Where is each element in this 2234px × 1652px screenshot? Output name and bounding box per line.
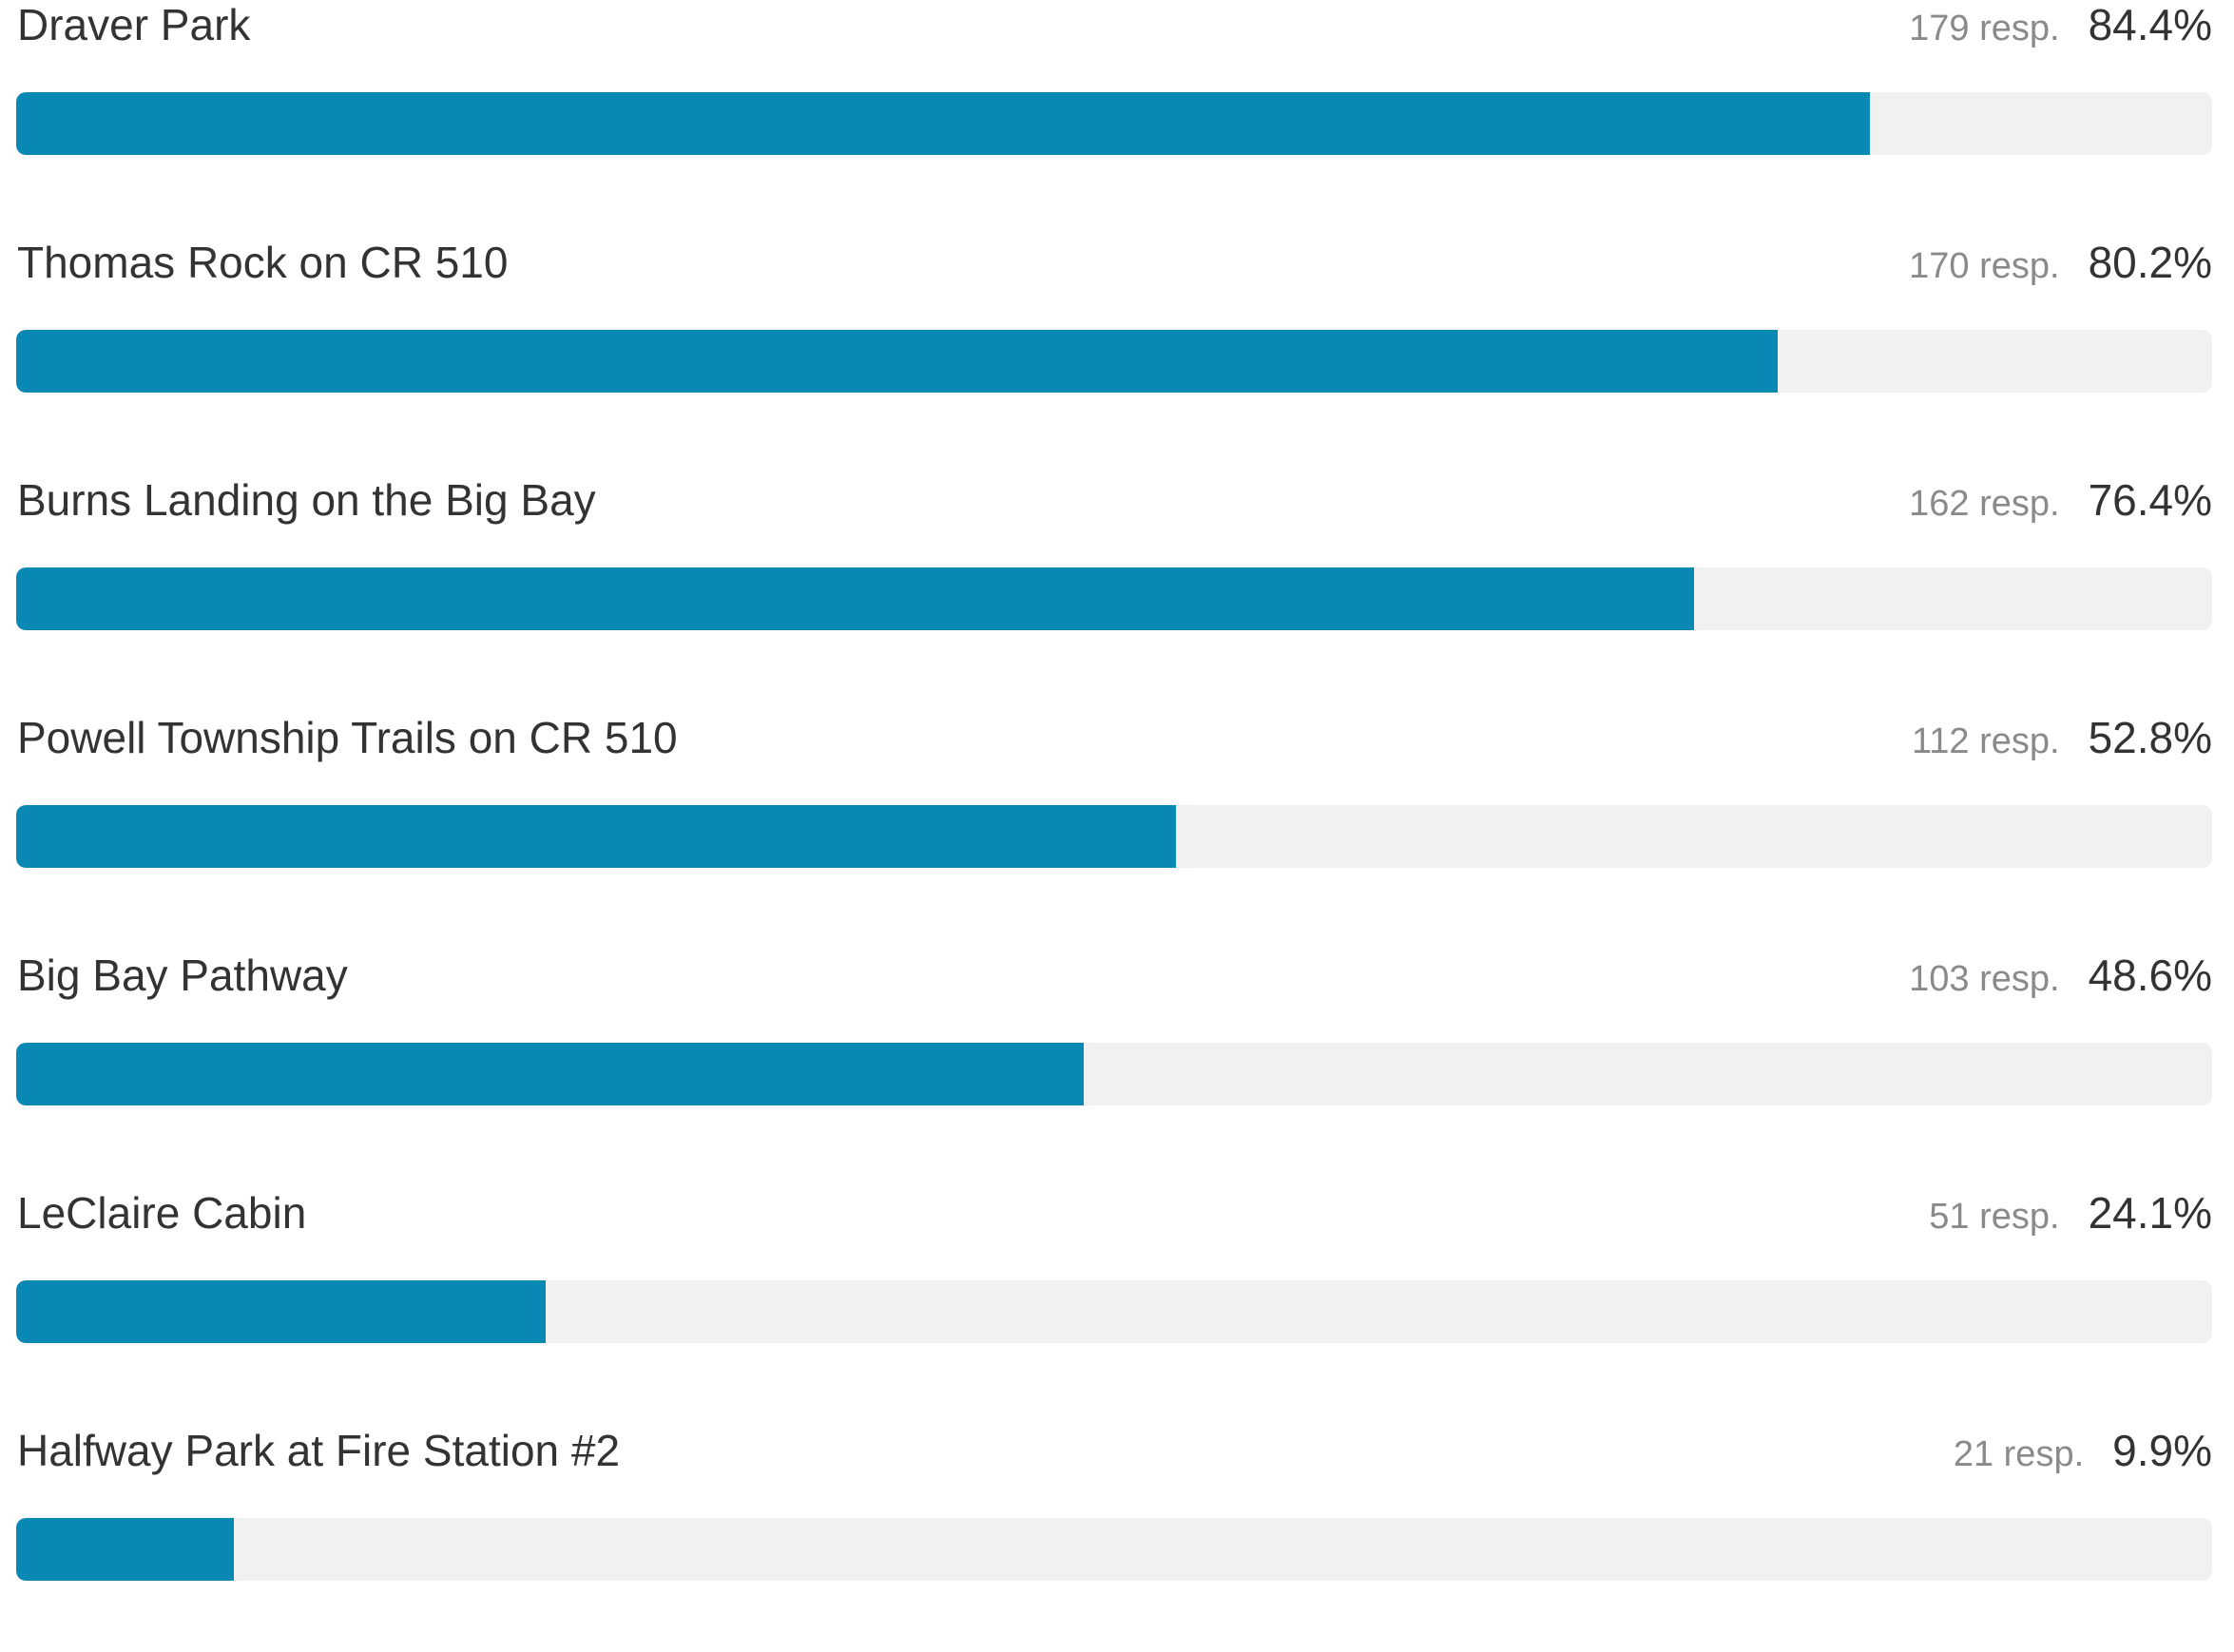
bar-fill xyxy=(16,567,1694,630)
bar-fill xyxy=(16,1280,546,1343)
percent-value: 9.9% xyxy=(2112,1426,2212,1475)
bar-row: Thomas Rock on CR 510 170 resp. 80.2% xyxy=(16,236,2212,464)
response-count: 162 resp. xyxy=(1909,484,2060,524)
bar-label: LeClaire Cabin xyxy=(17,1188,307,1238)
bar-label: Powell Township Trails on CR 510 xyxy=(17,713,678,762)
bar-row: LeClaire Cabin 51 resp. 24.1% xyxy=(16,1186,2212,1414)
percent-value: 84.4% xyxy=(2088,0,2212,49)
bar-track xyxy=(16,330,2212,393)
bar-track xyxy=(16,1043,2212,1105)
bar-track xyxy=(16,805,2212,868)
bar-label: Halfway Park at Fire Station #2 xyxy=(17,1426,621,1475)
bar-row: Draver Park 179 resp. 84.4% xyxy=(16,0,2212,226)
bar-stats: 112 resp. 52.8% xyxy=(1912,711,2212,776)
bar-track xyxy=(16,567,2212,630)
bar-row: Burns Landing on the Big Bay 162 resp. 76.… xyxy=(16,473,2212,701)
bar-track xyxy=(16,1518,2212,1581)
bar-stats: 51 resp. 24.1% xyxy=(1929,1186,2212,1251)
bar-label: Thomas Rock on CR 510 xyxy=(17,238,509,287)
bar-row: Halfway Park at Fire Station #2 21 resp. 9… xyxy=(16,1424,2212,1652)
bar-label: Draver Park xyxy=(17,0,251,49)
bar-row: Powell Township Trails on CR 510 112 resp… xyxy=(16,711,2212,939)
percent-value: 24.1% xyxy=(2088,1188,2212,1238)
bar-fill xyxy=(16,805,1176,868)
bar-fill xyxy=(16,92,1870,155)
bar-stats: 170 resp. 80.2% xyxy=(1909,236,2212,300)
bar-stats: 162 resp. 76.4% xyxy=(1909,473,2212,538)
response-bar-chart: Draver Park 179 resp. 84.4% Thomas Rock on … xyxy=(16,0,2212,1581)
percent-value: 48.6% xyxy=(2088,951,2212,1000)
response-count: 21 resp. xyxy=(1953,1434,2085,1474)
response-count: 170 resp. xyxy=(1909,246,2060,286)
bar-fill xyxy=(16,1043,1084,1105)
bar-fill xyxy=(16,330,1778,393)
bar-stats: 103 resp. 48.6% xyxy=(1909,949,2212,1013)
bar-fill xyxy=(16,1518,234,1581)
response-count: 179 resp. xyxy=(1909,9,2060,48)
percent-value: 80.2% xyxy=(2088,238,2212,287)
bar-row: Big Bay Pathway 103 resp. 48.6% xyxy=(16,949,2212,1177)
bar-label: Burns Landing on the Big Bay xyxy=(17,475,596,525)
bar-stats: 21 resp. 9.9% xyxy=(1954,1424,2212,1489)
percent-value: 76.4% xyxy=(2088,475,2212,525)
bar-track xyxy=(16,92,2212,155)
response-count: 51 resp. xyxy=(1929,1197,2060,1237)
bar-label: Big Bay Pathway xyxy=(17,951,348,1000)
response-count: 103 resp. xyxy=(1909,959,2060,999)
percent-value: 52.8% xyxy=(2088,713,2212,762)
bar-stats: 179 resp. 84.4% xyxy=(1909,0,2212,63)
response-count: 112 resp. xyxy=(1911,721,2060,761)
bar-track xyxy=(16,1280,2212,1343)
